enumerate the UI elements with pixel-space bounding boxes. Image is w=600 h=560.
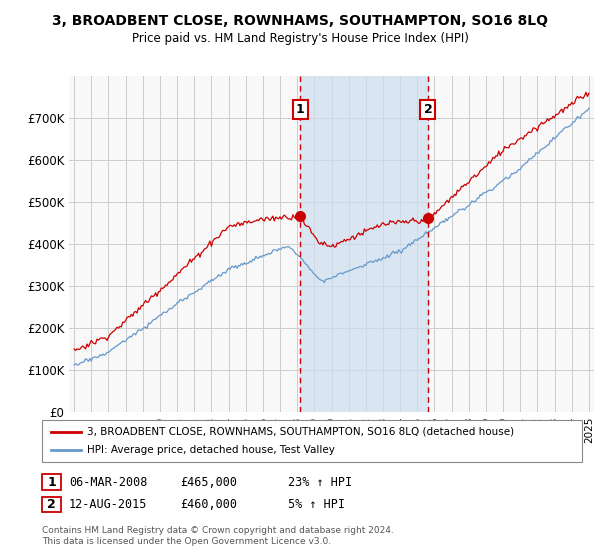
Text: 5% ↑ HPI: 5% ↑ HPI: [288, 498, 345, 511]
Text: 12-AUG-2015: 12-AUG-2015: [69, 498, 148, 511]
Text: 2: 2: [424, 102, 432, 116]
Text: 06-MAR-2008: 06-MAR-2008: [69, 475, 148, 489]
Text: Contains HM Land Registry data © Crown copyright and database right 2024.
This d: Contains HM Land Registry data © Crown c…: [42, 526, 394, 546]
Text: 23% ↑ HPI: 23% ↑ HPI: [288, 475, 352, 489]
Text: £465,000: £465,000: [180, 475, 237, 489]
Text: 3, BROADBENT CLOSE, ROWNHAMS, SOUTHAMPTON, SO16 8LQ: 3, BROADBENT CLOSE, ROWNHAMS, SOUTHAMPTO…: [52, 14, 548, 28]
Text: 2: 2: [47, 498, 56, 511]
Text: 1: 1: [47, 475, 56, 489]
Text: 1: 1: [296, 102, 304, 116]
Text: HPI: Average price, detached house, Test Valley: HPI: Average price, detached house, Test…: [87, 445, 335, 455]
Text: 3, BROADBENT CLOSE, ROWNHAMS, SOUTHAMPTON, SO16 8LQ (detached house): 3, BROADBENT CLOSE, ROWNHAMS, SOUTHAMPTO…: [87, 427, 514, 437]
Text: Price paid vs. HM Land Registry's House Price Index (HPI): Price paid vs. HM Land Registry's House …: [131, 32, 469, 45]
Text: £460,000: £460,000: [180, 498, 237, 511]
Bar: [300, 76, 428, 412]
